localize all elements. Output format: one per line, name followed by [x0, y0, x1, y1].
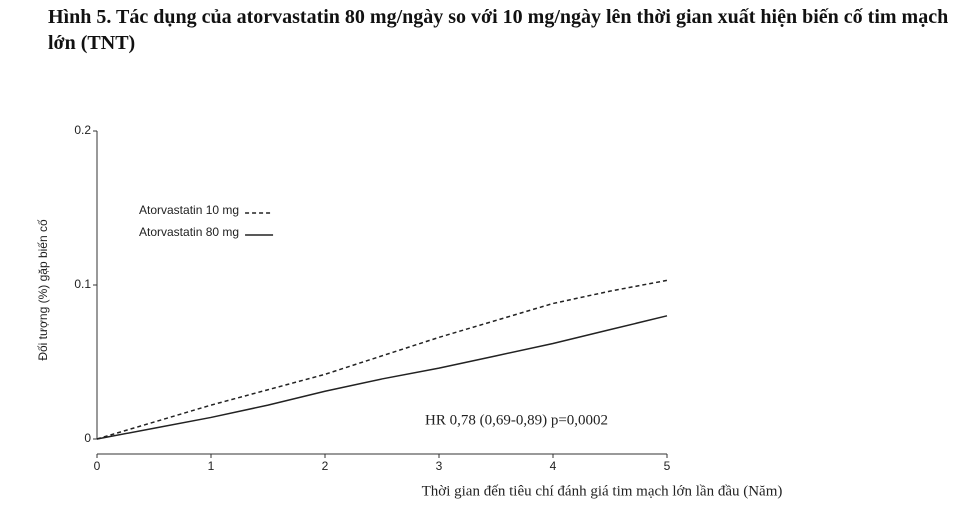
legend-label: Atorvastatin 10 mg: [139, 203, 239, 217]
y-axis-label: Đối tượng (%) gặp biến cố: [36, 219, 50, 361]
chart-title: Hình 5. Tác dụng của atorvastatin 80 mg/…: [48, 6, 949, 54]
x-axis-label: Thời gian đến tiêu chí đánh giá tim mạch…: [422, 483, 783, 499]
x-tick-label: 1: [208, 459, 215, 473]
y-tick-label: 0.2: [74, 123, 91, 137]
series-line: [96, 315, 668, 440]
legend-label: Atorvastatin 80 mg: [139, 225, 239, 239]
x-tick-label: 2: [322, 459, 329, 473]
x-tick-label: 0: [94, 459, 101, 473]
x-tick-label: 4: [550, 459, 557, 473]
x-tick-label: 3: [436, 459, 443, 473]
series-line: [96, 279, 668, 440]
y-tick-label: 0: [84, 431, 91, 445]
y-tick-label: 0.1: [74, 277, 91, 291]
annotation: HR 0,78 (0,69-0,89) p=0,0002: [425, 412, 608, 428]
x-tick-label: 5: [664, 459, 671, 473]
